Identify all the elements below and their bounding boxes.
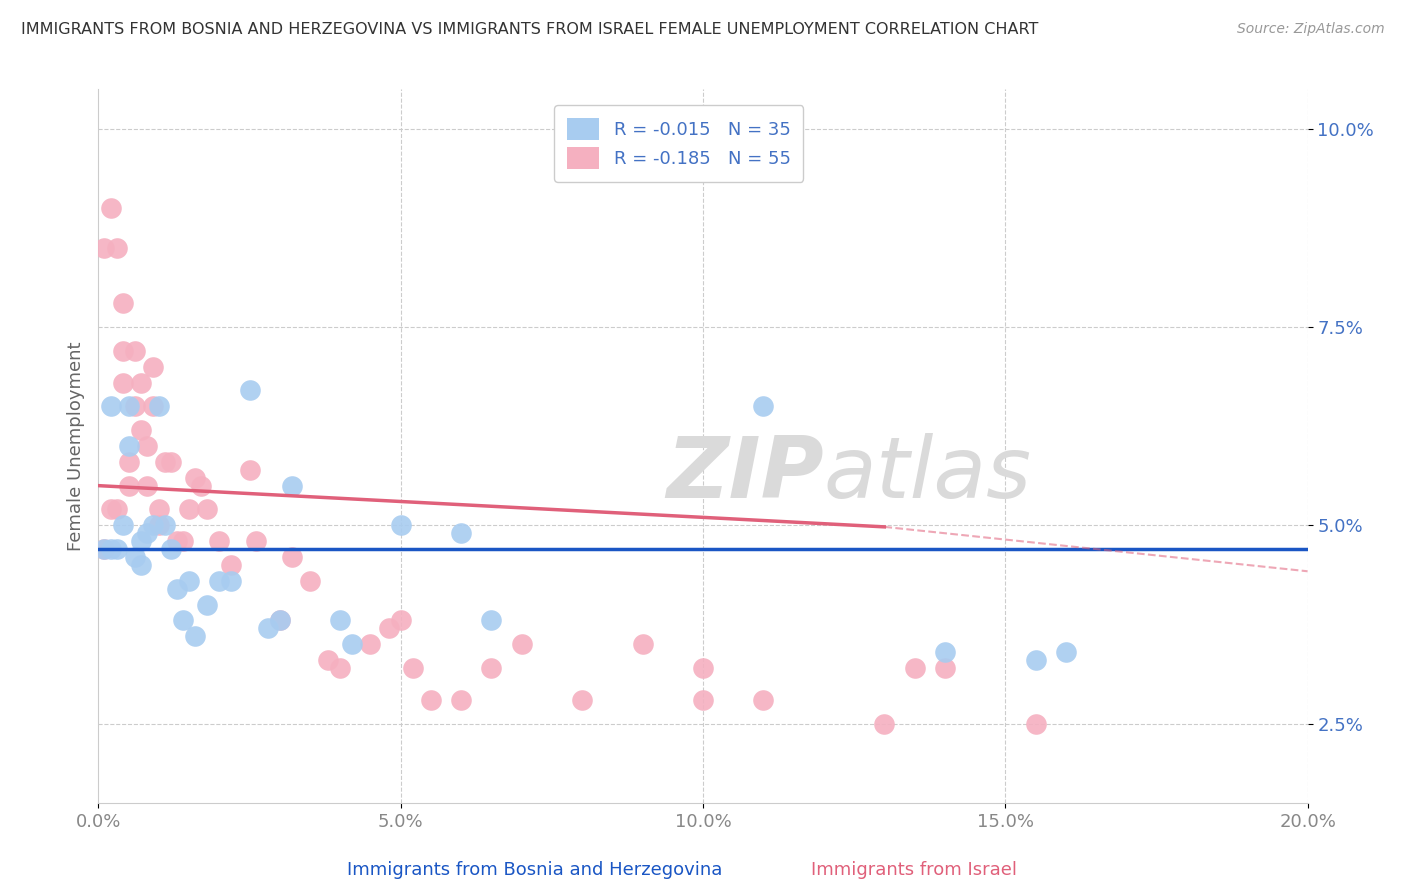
Text: IMMIGRANTS FROM BOSNIA AND HERZEGOVINA VS IMMIGRANTS FROM ISRAEL FEMALE UNEMPLOY: IMMIGRANTS FROM BOSNIA AND HERZEGOVINA V… bbox=[21, 22, 1039, 37]
Point bbox=[118, 400, 141, 414]
Point bbox=[100, 201, 122, 215]
Point bbox=[450, 692, 472, 706]
Point bbox=[160, 542, 183, 557]
Point bbox=[153, 455, 176, 469]
Point bbox=[172, 614, 194, 628]
Point bbox=[571, 692, 593, 706]
Point bbox=[179, 502, 201, 516]
Legend: R = -0.015   N = 35, R = -0.185   N = 55: R = -0.015 N = 35, R = -0.185 N = 55 bbox=[554, 105, 803, 182]
Point bbox=[172, 534, 194, 549]
Point bbox=[752, 692, 775, 706]
Point bbox=[245, 534, 267, 549]
Point bbox=[129, 376, 152, 390]
Point bbox=[510, 637, 533, 651]
Point bbox=[148, 518, 170, 533]
Point bbox=[316, 653, 339, 667]
Point bbox=[129, 558, 152, 572]
Point bbox=[934, 645, 956, 659]
Text: ZIP: ZIP bbox=[666, 433, 824, 516]
Point bbox=[111, 376, 134, 390]
Point bbox=[281, 549, 304, 564]
Point bbox=[269, 614, 291, 628]
Point bbox=[111, 343, 134, 358]
Point bbox=[100, 542, 122, 557]
Point bbox=[1054, 645, 1077, 659]
Text: Immigrants from Bosnia and Herzegovina: Immigrants from Bosnia and Herzegovina bbox=[347, 861, 721, 879]
Point bbox=[450, 526, 472, 541]
Point bbox=[111, 518, 134, 533]
Point bbox=[166, 582, 188, 596]
Point bbox=[105, 502, 128, 516]
Point bbox=[111, 296, 134, 310]
Point bbox=[184, 629, 207, 643]
Point bbox=[934, 661, 956, 675]
Point bbox=[208, 574, 231, 588]
Point bbox=[221, 574, 243, 588]
Text: atlas: atlas bbox=[824, 433, 1032, 516]
Point bbox=[631, 637, 654, 651]
Point bbox=[481, 661, 503, 675]
Point bbox=[148, 400, 170, 414]
Point bbox=[239, 384, 262, 398]
Point bbox=[142, 359, 165, 374]
Point bbox=[160, 455, 183, 469]
Point bbox=[239, 463, 262, 477]
Point bbox=[153, 518, 176, 533]
Point bbox=[195, 598, 218, 612]
Point bbox=[190, 478, 212, 492]
Point bbox=[1024, 653, 1046, 667]
Point bbox=[142, 400, 165, 414]
Point bbox=[692, 692, 714, 706]
Point bbox=[100, 502, 122, 516]
Point bbox=[124, 343, 146, 358]
Point bbox=[269, 614, 291, 628]
Point bbox=[281, 478, 304, 492]
Point bbox=[124, 549, 146, 564]
Point bbox=[93, 542, 115, 557]
Point bbox=[166, 534, 188, 549]
Point bbox=[124, 400, 146, 414]
Point bbox=[135, 439, 157, 453]
Point bbox=[904, 661, 927, 675]
Point bbox=[148, 502, 170, 516]
Point bbox=[184, 471, 207, 485]
Point bbox=[389, 518, 412, 533]
Point bbox=[129, 534, 152, 549]
Text: Immigrants from Israel: Immigrants from Israel bbox=[811, 861, 1017, 879]
Point bbox=[692, 661, 714, 675]
Point bbox=[195, 502, 218, 516]
Point bbox=[389, 614, 412, 628]
Point bbox=[118, 478, 141, 492]
Point bbox=[420, 692, 443, 706]
Point bbox=[208, 534, 231, 549]
Point bbox=[873, 716, 896, 731]
Point bbox=[360, 637, 382, 651]
Point bbox=[256, 621, 278, 635]
Point bbox=[105, 241, 128, 255]
Point bbox=[377, 621, 399, 635]
Point bbox=[179, 574, 201, 588]
Point bbox=[1024, 716, 1046, 731]
Point bbox=[752, 400, 775, 414]
Point bbox=[93, 241, 115, 255]
Point bbox=[329, 614, 352, 628]
Point bbox=[93, 542, 115, 557]
Point bbox=[135, 478, 157, 492]
Point bbox=[129, 423, 152, 437]
Point bbox=[221, 558, 243, 572]
Text: Source: ZipAtlas.com: Source: ZipAtlas.com bbox=[1237, 22, 1385, 37]
Point bbox=[100, 400, 122, 414]
Point bbox=[402, 661, 425, 675]
Point bbox=[118, 439, 141, 453]
Point bbox=[142, 518, 165, 533]
Y-axis label: Female Unemployment: Female Unemployment bbox=[66, 342, 84, 550]
Point bbox=[329, 661, 352, 675]
Point bbox=[118, 455, 141, 469]
Point bbox=[342, 637, 364, 651]
Point bbox=[299, 574, 322, 588]
Point bbox=[135, 526, 157, 541]
Point bbox=[481, 614, 503, 628]
Point bbox=[105, 542, 128, 557]
